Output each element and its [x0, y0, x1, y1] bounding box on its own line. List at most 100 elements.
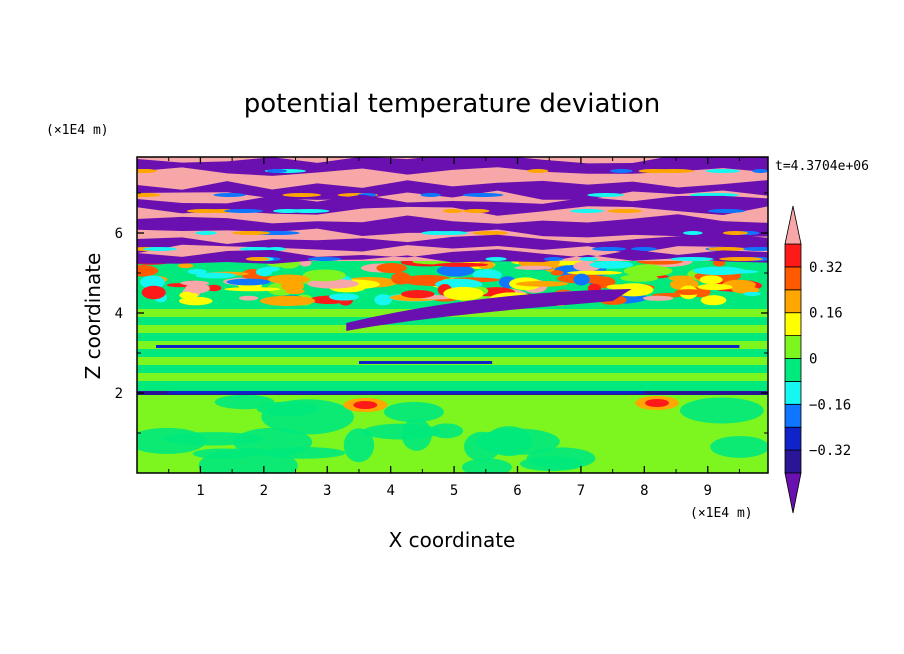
middle-stratum [137, 333, 768, 341]
field-blob [710, 435, 768, 458]
turbulent-eddy [589, 260, 634, 269]
turbulent-eddy [328, 293, 360, 301]
plot-frame [136, 156, 769, 474]
turbulent-eddy [433, 262, 489, 267]
warm-spot-core [353, 401, 378, 409]
field-blob [343, 428, 375, 463]
turbulent-eddy [374, 294, 392, 306]
middle-stratum [137, 325, 768, 333]
chart-title: potential temperature deviation [244, 89, 660, 119]
turbulent-eddy [391, 272, 412, 285]
wave-edge-detail [282, 193, 322, 197]
turbulent-eddy [443, 286, 484, 301]
turbulent-eddy [185, 283, 210, 294]
wave-edge-detail [232, 231, 271, 235]
colorbar-label: 0.16 [809, 306, 843, 322]
wave-edge-detail [707, 247, 745, 251]
field-blob [475, 428, 560, 455]
x-tick-label: 3 [323, 483, 331, 499]
colorbar-label: 0.32 [809, 260, 843, 276]
turbulent-eddy [567, 270, 623, 275]
wave-edge-detail [472, 231, 509, 235]
colorbar-bin [784, 426, 802, 451]
middle-stratum [137, 317, 768, 325]
x-axis-ticks: 1 2 3 4 5 6 7 8 9 [168, 157, 740, 499]
wave-edge-detail [630, 247, 657, 251]
field-blob [461, 458, 512, 473]
turbulent-eddy [307, 279, 359, 289]
colorbar-bin [784, 380, 802, 405]
turbulent-eddy [206, 284, 222, 292]
turbulent-eddy [137, 265, 159, 277]
wave-edge-detail [705, 169, 740, 173]
field-blob [233, 427, 313, 457]
y-tick-label: 4 [115, 306, 123, 322]
turbulent-eddy [302, 269, 346, 282]
colorbar-label: −0.16 [809, 397, 851, 413]
wave-edge-detail [570, 209, 604, 213]
y-tick-label: 2 [115, 386, 123, 402]
turbulent-eddy [239, 295, 259, 301]
wave-edge-detail [420, 193, 441, 197]
wave-edge-detail [587, 193, 625, 197]
x-tick-label: 5 [450, 483, 458, 499]
wave-edge-detail [142, 247, 177, 251]
turbulent-eddy [550, 270, 564, 276]
turbulent-eddy [141, 285, 166, 300]
wave-edge-detail [437, 231, 468, 235]
turbulent-eddy [401, 290, 435, 299]
wave-edge-detail [741, 247, 768, 251]
wave-edge-detail [591, 247, 627, 251]
x-unit-label: (×1E4 m) [690, 506, 753, 521]
x-tick-label: 4 [386, 483, 394, 499]
colorbar-bin [784, 403, 802, 428]
turbulent-eddy [606, 284, 632, 290]
wave-edge-detail [683, 231, 703, 235]
turbulent-eddy [187, 269, 207, 275]
wave-edge-detail [272, 209, 303, 213]
thin-blue-line [358, 361, 493, 364]
wave-edge-detail [607, 209, 643, 213]
wave-edge-detail [266, 169, 288, 173]
field-blob [261, 399, 354, 435]
wave-edge-detail [579, 257, 598, 261]
x-tick-label: 6 [513, 483, 521, 499]
wave-edge-detail [195, 231, 217, 235]
wave-edge-detail [239, 247, 274, 251]
colorbar-extend-bottom [784, 472, 802, 514]
middle-stratum [137, 365, 768, 373]
turbulent-eddy [674, 289, 703, 296]
middle-stratum [137, 381, 768, 391]
colorbar-bin [784, 335, 802, 359]
x-axis-label: X coordinate [389, 528, 516, 552]
turbulent-eddy [280, 281, 305, 292]
middle-stratum [137, 349, 768, 357]
upper-wave [137, 214, 768, 238]
wave-edge-detail [463, 209, 490, 213]
wave-edge-detail [719, 257, 763, 261]
turbulent-eddy [436, 264, 475, 277]
y-tick-label: 6 [115, 226, 123, 242]
wave-edge-detail [707, 209, 746, 213]
turbulent-eddy [262, 266, 280, 272]
colorbar-label: −0.32 [809, 443, 851, 459]
y-axis-ticks: 2 4 6 [115, 192, 768, 434]
turbulent-eddy [514, 265, 553, 270]
turbulent-eddy [668, 275, 694, 281]
wave-edge-detail [610, 169, 633, 173]
colorbar-bin [784, 243, 802, 268]
colorbar-label: 0 [809, 352, 817, 368]
wave-edge-detail [722, 231, 749, 235]
wave-edge-detail [442, 209, 463, 213]
turbulent-eddy [515, 280, 569, 287]
colorbar: 0.32 0.16 0 −0.16 −0.32 [784, 205, 851, 514]
wave-edge-detail [213, 193, 246, 197]
field-blob [214, 394, 275, 410]
colorbar-bin [784, 449, 802, 474]
wave-edge-detail [307, 257, 342, 261]
turbulent-eddy [705, 269, 759, 274]
wave-edge-detail [224, 209, 264, 213]
wave-edge-detail [544, 257, 564, 261]
field-blob [526, 447, 596, 470]
